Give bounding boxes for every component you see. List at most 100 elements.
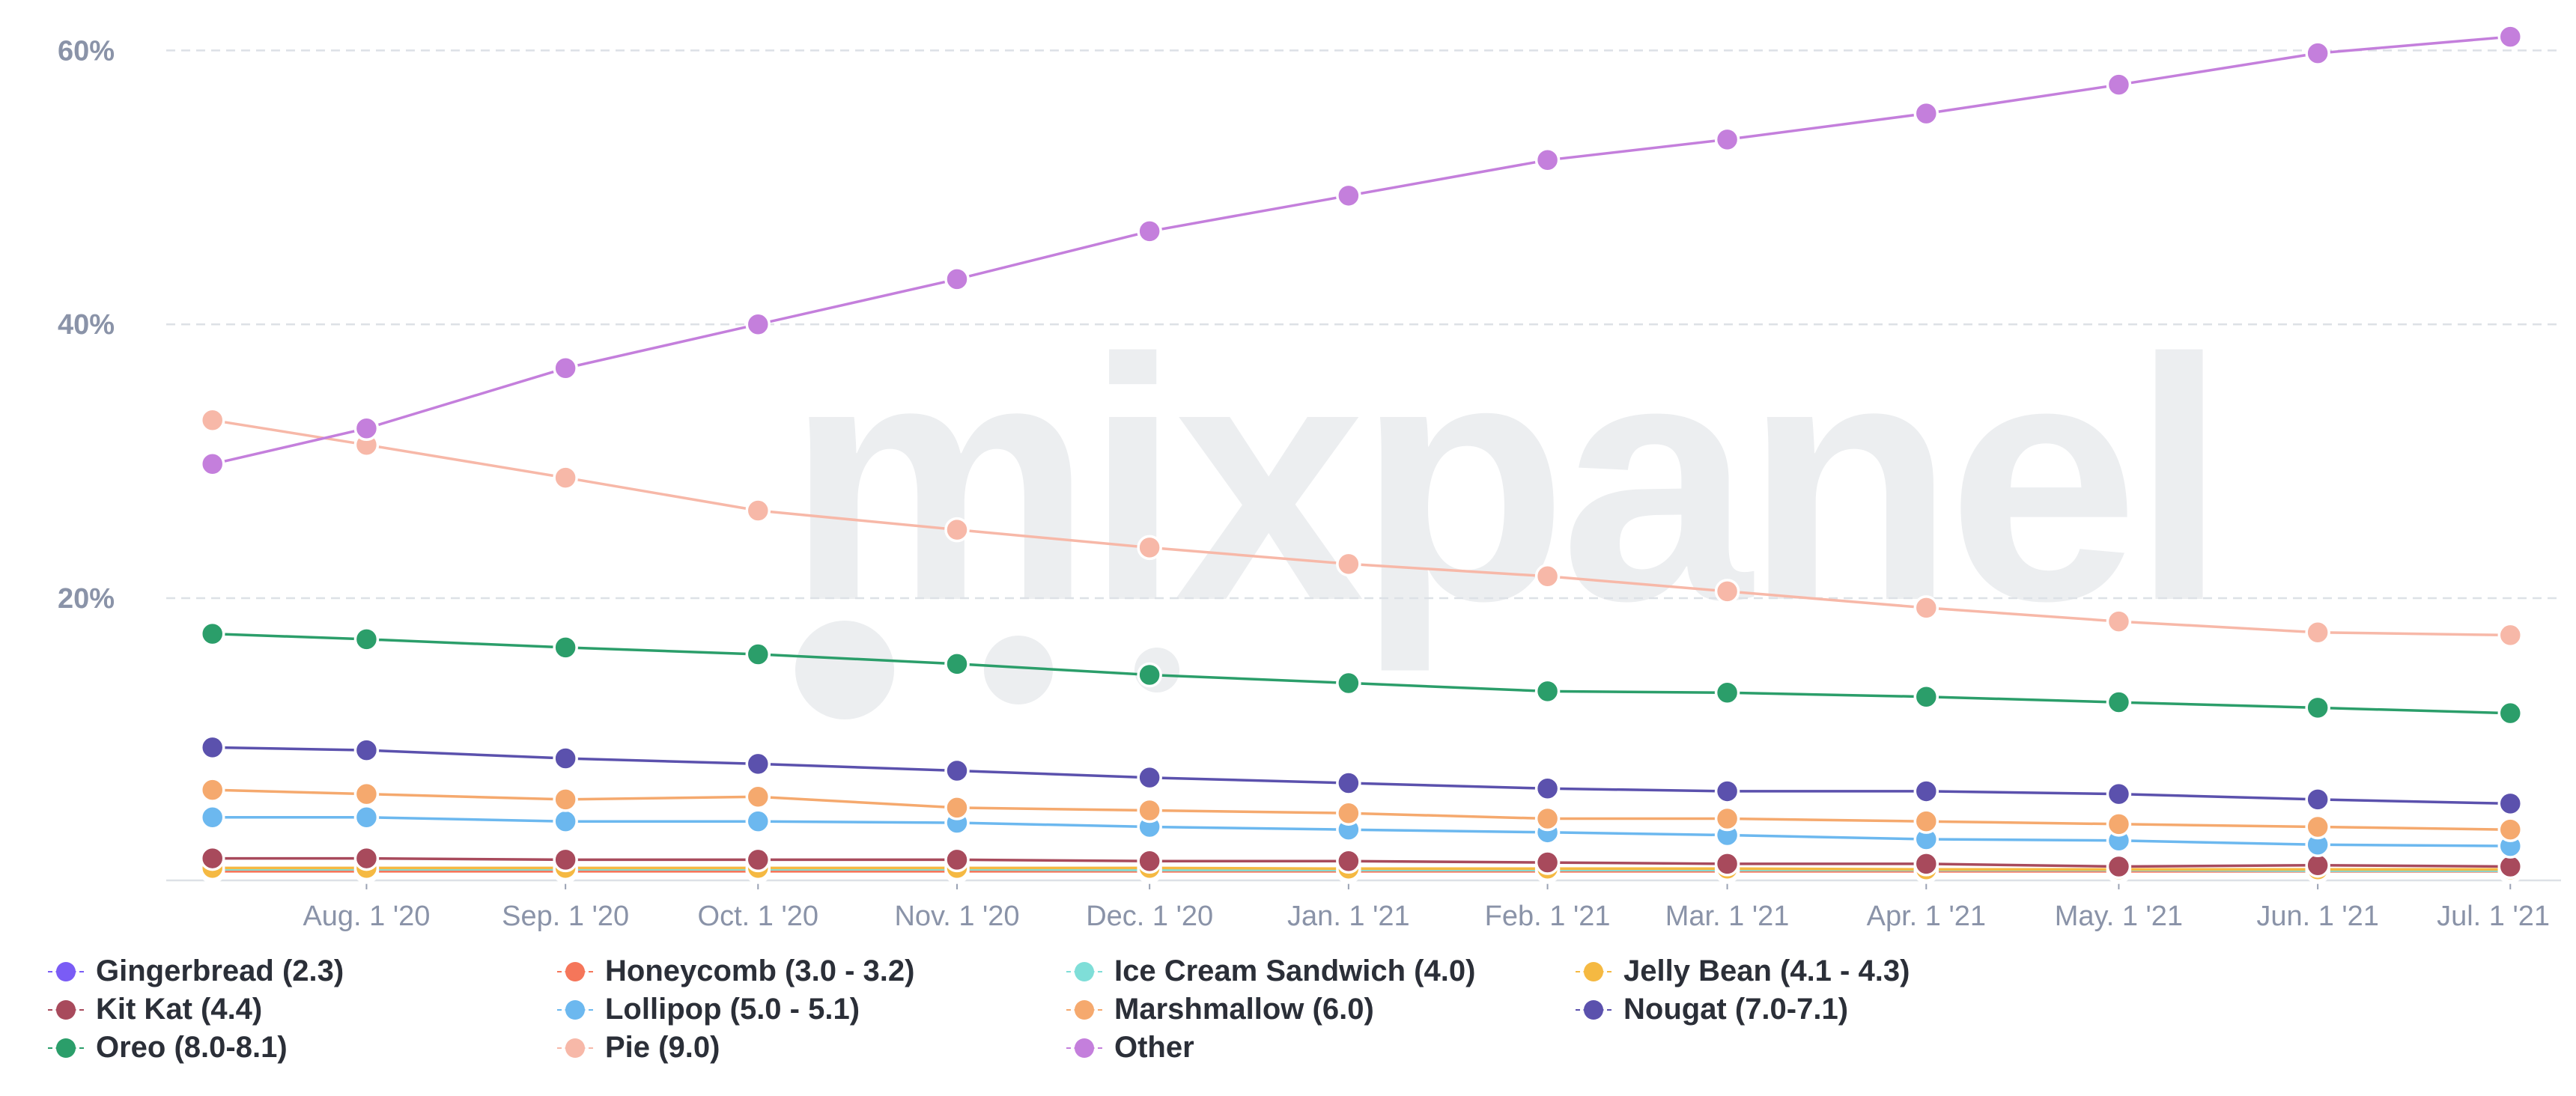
data-point	[199, 845, 225, 871]
data-point	[1714, 127, 1740, 153]
data-point	[2305, 40, 2330, 66]
legend-item[interactable]: Other	[1063, 1029, 1573, 1067]
data-point	[1336, 670, 1361, 696]
data-point	[944, 758, 970, 784]
chart-legend: Gingerbread (2.3) Honeycomb (3.0 - 3.2) Ic…	[45, 952, 2561, 1087]
legend-swatch-icon	[1063, 995, 1105, 1025]
data-point	[199, 777, 225, 803]
legend-swatch-icon	[1573, 995, 1614, 1025]
legend-dot	[1584, 999, 1603, 1020]
y-axis: 20% 40% 60%	[58, 35, 115, 615]
data-point	[353, 415, 380, 441]
data-point	[2497, 622, 2524, 648]
series-10	[199, 24, 2524, 477]
data-point	[1336, 183, 1361, 209]
chart-plot-area: mixpanel 20% 40% 60% Aug. 1 '20 Sep. 1 '20 O…	[58, 24, 2561, 932]
data-point	[1534, 147, 1561, 173]
legend-item[interactable]: Kit Kat (4.4)	[45, 990, 554, 1029]
legend-item[interactable]: Nougat (7.0-7.1)	[1573, 990, 2082, 1029]
data-point	[2106, 812, 2132, 837]
data-point	[2305, 787, 2330, 812]
legend-swatch-icon	[45, 995, 87, 1025]
data-point	[2106, 689, 2132, 715]
data-point	[1534, 564, 1561, 589]
legend-item[interactable]: Ice Cream Sandwich (4.0)	[1063, 952, 1573, 990]
x-tick-label: Aug. 1 '20	[303, 901, 430, 932]
legend-item[interactable]: Gingerbread (2.3)	[45, 952, 554, 990]
x-tick-label: Jan. 1 '21	[1287, 901, 1410, 932]
data-point	[1137, 797, 1162, 823]
data-point	[553, 465, 578, 490]
data-point	[1714, 680, 1740, 706]
x-tick-label: Jul. 1 '21	[2437, 901, 2550, 932]
legend-item[interactable]: Pie (9.0)	[554, 1029, 1063, 1067]
data-point	[1913, 851, 1939, 877]
data-point	[1534, 776, 1561, 802]
legend-dot	[1075, 999, 1094, 1020]
legend-dot	[565, 999, 585, 1020]
data-point	[745, 642, 771, 667]
data-point	[1336, 848, 1361, 874]
data-point	[1336, 770, 1361, 796]
data-point	[2497, 24, 2524, 49]
data-point	[199, 621, 225, 647]
legend-label: Pie (9.0)	[605, 1031, 720, 1064]
data-point	[353, 845, 380, 871]
legend-label: Gingerbread (2.3)	[96, 955, 344, 987]
data-point	[553, 809, 578, 834]
legend-dot	[56, 1038, 76, 1058]
legend-swatch-icon	[1063, 957, 1105, 987]
x-tick-label: Feb. 1 '21	[1485, 901, 1611, 932]
data-point	[353, 737, 380, 763]
data-point	[2497, 700, 2524, 726]
data-point	[1913, 100, 1939, 127]
data-point	[1336, 551, 1361, 577]
legend-item[interactable]: Marshmallow (6.0)	[1063, 990, 1573, 1029]
data-point	[199, 804, 225, 830]
data-point	[944, 517, 970, 543]
data-point	[1534, 806, 1561, 832]
legend-label: Other	[1114, 1031, 1194, 1064]
watermark-dot-medium	[984, 636, 1053, 704]
data-point	[944, 795, 970, 821]
data-point	[553, 847, 578, 873]
data-point	[1336, 800, 1361, 826]
x-tick-label: Apr. 1 '21	[1867, 901, 1986, 932]
legend-dot	[565, 1038, 585, 1058]
chart-series	[199, 24, 2524, 884]
data-point	[1137, 219, 1162, 244]
data-point	[2106, 609, 2132, 634]
data-point	[353, 627, 380, 652]
x-tick-label: Sep. 1 '20	[502, 901, 629, 932]
legend-swatch-icon	[554, 957, 596, 987]
y-tick-label: 60%	[58, 35, 115, 67]
x-tick-label: May. 1 '21	[2055, 901, 2183, 932]
data-point	[2106, 72, 2132, 97]
legend-label: Marshmallow (6.0)	[1114, 993, 1374, 1026]
legend-swatch-icon	[1063, 1033, 1105, 1063]
legend-swatch-icon	[554, 1033, 596, 1063]
x-tick-label: Dec. 1 '20	[1086, 901, 1213, 932]
data-point	[745, 498, 771, 523]
mixpanel-watermark: mixpanel	[786, 288, 2227, 719]
legend-label: Kit Kat (4.4)	[96, 993, 263, 1026]
data-point	[1913, 595, 1939, 621]
legend-item[interactable]: Oreo (8.0-8.1)	[45, 1029, 554, 1067]
x-tick-label: Oct. 1 '20	[698, 901, 818, 932]
legend-item[interactable]: Jelly Bean (4.1 - 4.3)	[1573, 952, 2082, 990]
data-point	[944, 651, 970, 677]
data-point	[745, 751, 771, 777]
data-point	[1913, 809, 1939, 834]
data-point	[2305, 620, 2330, 645]
data-point	[745, 809, 771, 834]
legend-item[interactable]: Lollipop (5.0 - 5.1)	[554, 990, 1063, 1029]
legend-item[interactable]: Honeycomb (3.0 - 3.2)	[554, 952, 1063, 990]
data-point	[2305, 814, 2330, 840]
legend-label: Lollipop (5.0 - 5.1)	[605, 993, 860, 1026]
data-point	[1534, 850, 1561, 875]
data-point	[1137, 848, 1162, 874]
data-point	[553, 356, 578, 381]
data-point	[2497, 817, 2524, 842]
data-point	[1534, 678, 1561, 704]
